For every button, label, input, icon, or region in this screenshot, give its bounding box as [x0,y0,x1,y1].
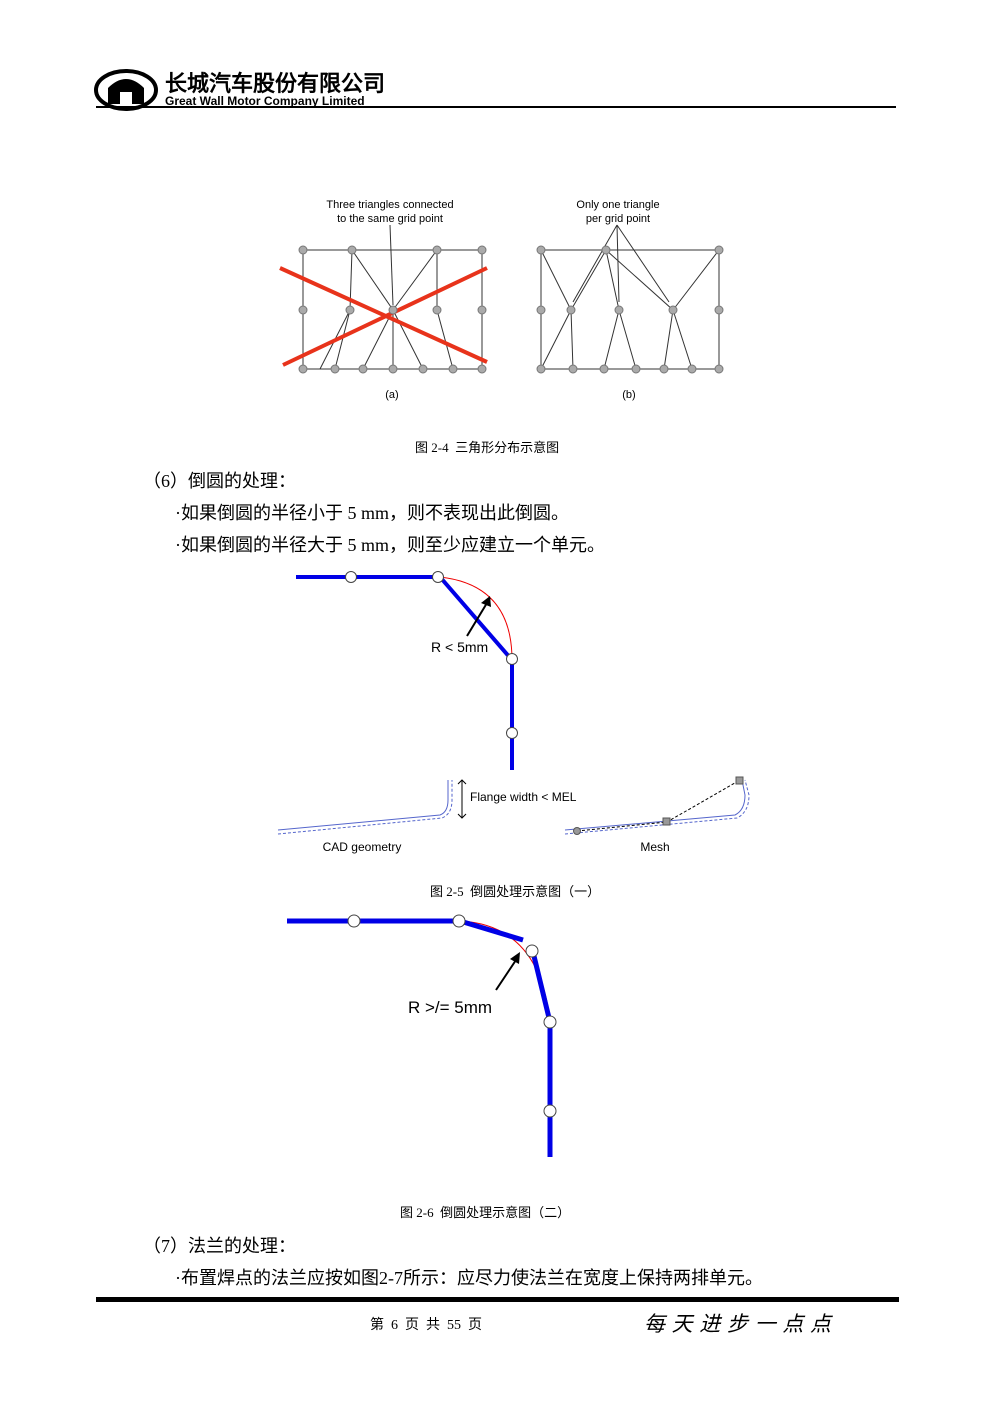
grid-points-a [298,245,487,374]
nodes [345,571,518,739]
arrow [495,956,519,991]
nodes [347,914,557,1118]
list-item: ·如果倒圆的半径小于 5 mm，则不表现出此倒圆。 [175,503,569,523]
caption: 图 2-5 倒圆处理示意图（一） [430,884,601,899]
mesh-line [296,575,514,770]
motto: 每 天 进 步 一 点 点 [644,1312,832,1336]
cad-label: CAD geometry [323,840,402,854]
sub-label: (a) [385,389,398,401]
heading: （6）倒圆的处理： [143,471,296,491]
mesh-line [287,918,553,1157]
sub-label: (b) [622,389,635,401]
caption: 图 2-4 三角形分布示意图 [415,440,560,455]
logo [94,69,158,111]
arrow-head [510,952,520,964]
pointer [389,224,394,306]
mesh-nodes [573,776,744,835]
flange-cad [277,779,467,835]
list-item: ·如果倒圆的半径大于 5 mm，则至少应建立一个单元。 [175,535,605,555]
heading: （7）法兰的处理： [143,1236,296,1256]
arrow-head [481,596,491,607]
flange-label: Flange width < MEL [470,790,577,804]
radius-label: R >/= 5mm [408,998,492,1017]
company-cn: 长城汽车股份有限公司 [165,71,385,96]
fillet-arc [439,576,513,661]
mesh-diagram-a [279,249,488,370]
mesh-diagram-b [540,224,720,370]
mesh-label: Mesh [640,840,669,854]
footer-rule [96,1297,899,1302]
caption: 图 2-6 倒圆处理示意图（二） [400,1205,571,1220]
radius-label: R < 5mm [431,639,488,655]
company-en: Great Wall Motor Company Limited [165,94,365,108]
label-a: Three triangles connected [326,199,453,211]
label-b: Only one triangle [576,199,659,211]
list-item: ·布置焊点的法兰应按如图2-7所示：应尽力使法兰在宽度上保持两排单元。 [175,1268,763,1288]
label-a: to the same grid point [337,213,443,225]
page-number: 第 6 页 共 55 页 [370,1318,482,1333]
label-b: per grid point [586,213,650,225]
flange-mesh [564,779,750,835]
grid-points-b [536,245,724,374]
